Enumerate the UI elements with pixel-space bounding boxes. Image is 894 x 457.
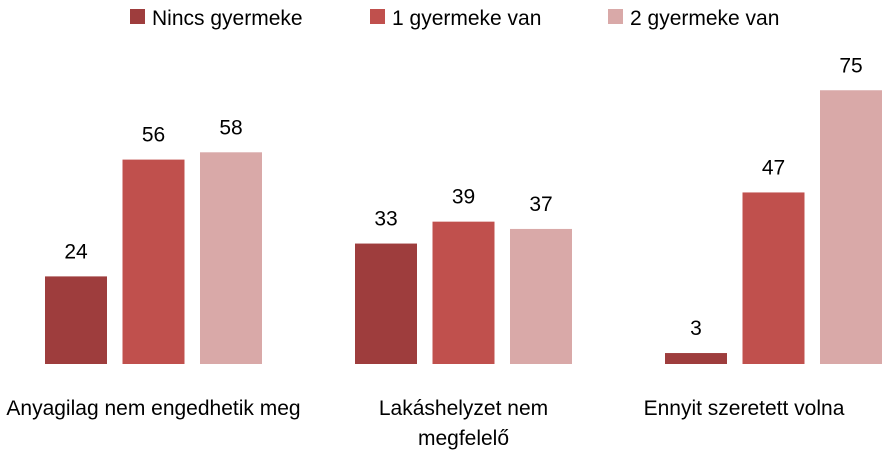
data-label: 37 — [529, 193, 552, 216]
legend-swatch — [608, 9, 623, 24]
bar — [45, 276, 107, 364]
data-label: 3 — [690, 317, 702, 340]
bar — [742, 192, 805, 364]
data-label: 56 — [142, 124, 165, 147]
data-label: 33 — [374, 208, 397, 231]
bar — [122, 159, 185, 364]
category-label: Anyagilag nem engedhetik meg — [6, 397, 301, 420]
legend-label: 2 gyermeke van — [630, 7, 779, 30]
legend-label: Nincs gyermeke — [152, 7, 303, 30]
bar — [355, 243, 417, 364]
legend-swatch — [370, 9, 385, 24]
data-label: 58 — [219, 116, 242, 139]
data-label: 24 — [64, 240, 88, 263]
data-label: 75 — [839, 54, 862, 77]
category-label: Lakáshelyzet nem megfelelő — [378, 397, 549, 450]
bar — [665, 353, 727, 364]
category-label: Ennyit szeretett volna — [643, 397, 845, 420]
legend-swatch — [130, 9, 145, 24]
data-label: 47 — [762, 156, 785, 179]
bar — [200, 152, 262, 364]
bar — [510, 228, 572, 364]
bar — [432, 221, 495, 364]
data-label: 39 — [452, 186, 475, 209]
legend-label: 1 gyermeke van — [392, 7, 541, 30]
bar — [820, 90, 882, 364]
